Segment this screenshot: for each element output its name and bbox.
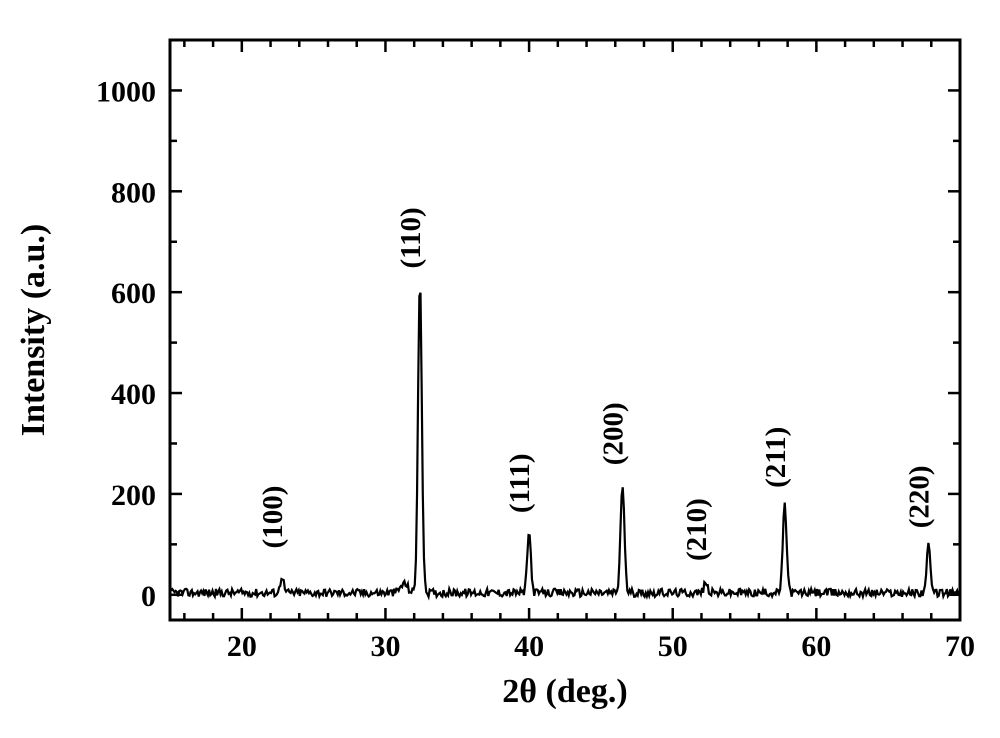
x-tick-label: 20 (227, 630, 257, 663)
peak-label: (210) (681, 498, 713, 561)
x-tick-label: 50 (658, 630, 688, 663)
x-tick-label: 70 (945, 630, 975, 663)
y-tick-label: 200 (111, 479, 156, 512)
peak-label: (100) (257, 486, 289, 549)
y-tick-label: 400 (111, 378, 156, 411)
y-tick-label: 0 (141, 580, 156, 613)
y-tick-label: 800 (111, 176, 156, 209)
x-tick-label: 40 (514, 630, 544, 663)
y-tick-label: 600 (111, 277, 156, 310)
peak-label: (111) (504, 454, 536, 514)
peak-label: (110) (395, 207, 427, 268)
y-axis-label: Intensity (a.u.) (15, 224, 52, 437)
x-tick-label: 30 (370, 630, 400, 663)
x-tick-label: 60 (801, 630, 831, 663)
peak-label: (200) (597, 402, 629, 465)
peak-label: (220) (903, 465, 935, 528)
xrd-chart: 20 30 40 50 60 70 0 200 400 600 800 1000 2θ (deg.) In… (0, 0, 1000, 738)
x-axis-label: 2θ (deg.) (502, 673, 627, 710)
chart-svg: 20 30 40 50 60 70 0 200 400 600 800 1000 2θ (deg.) In… (0, 0, 1000, 738)
peak-label: (211) (760, 427, 792, 488)
y-tick-label: 1000 (96, 75, 156, 108)
